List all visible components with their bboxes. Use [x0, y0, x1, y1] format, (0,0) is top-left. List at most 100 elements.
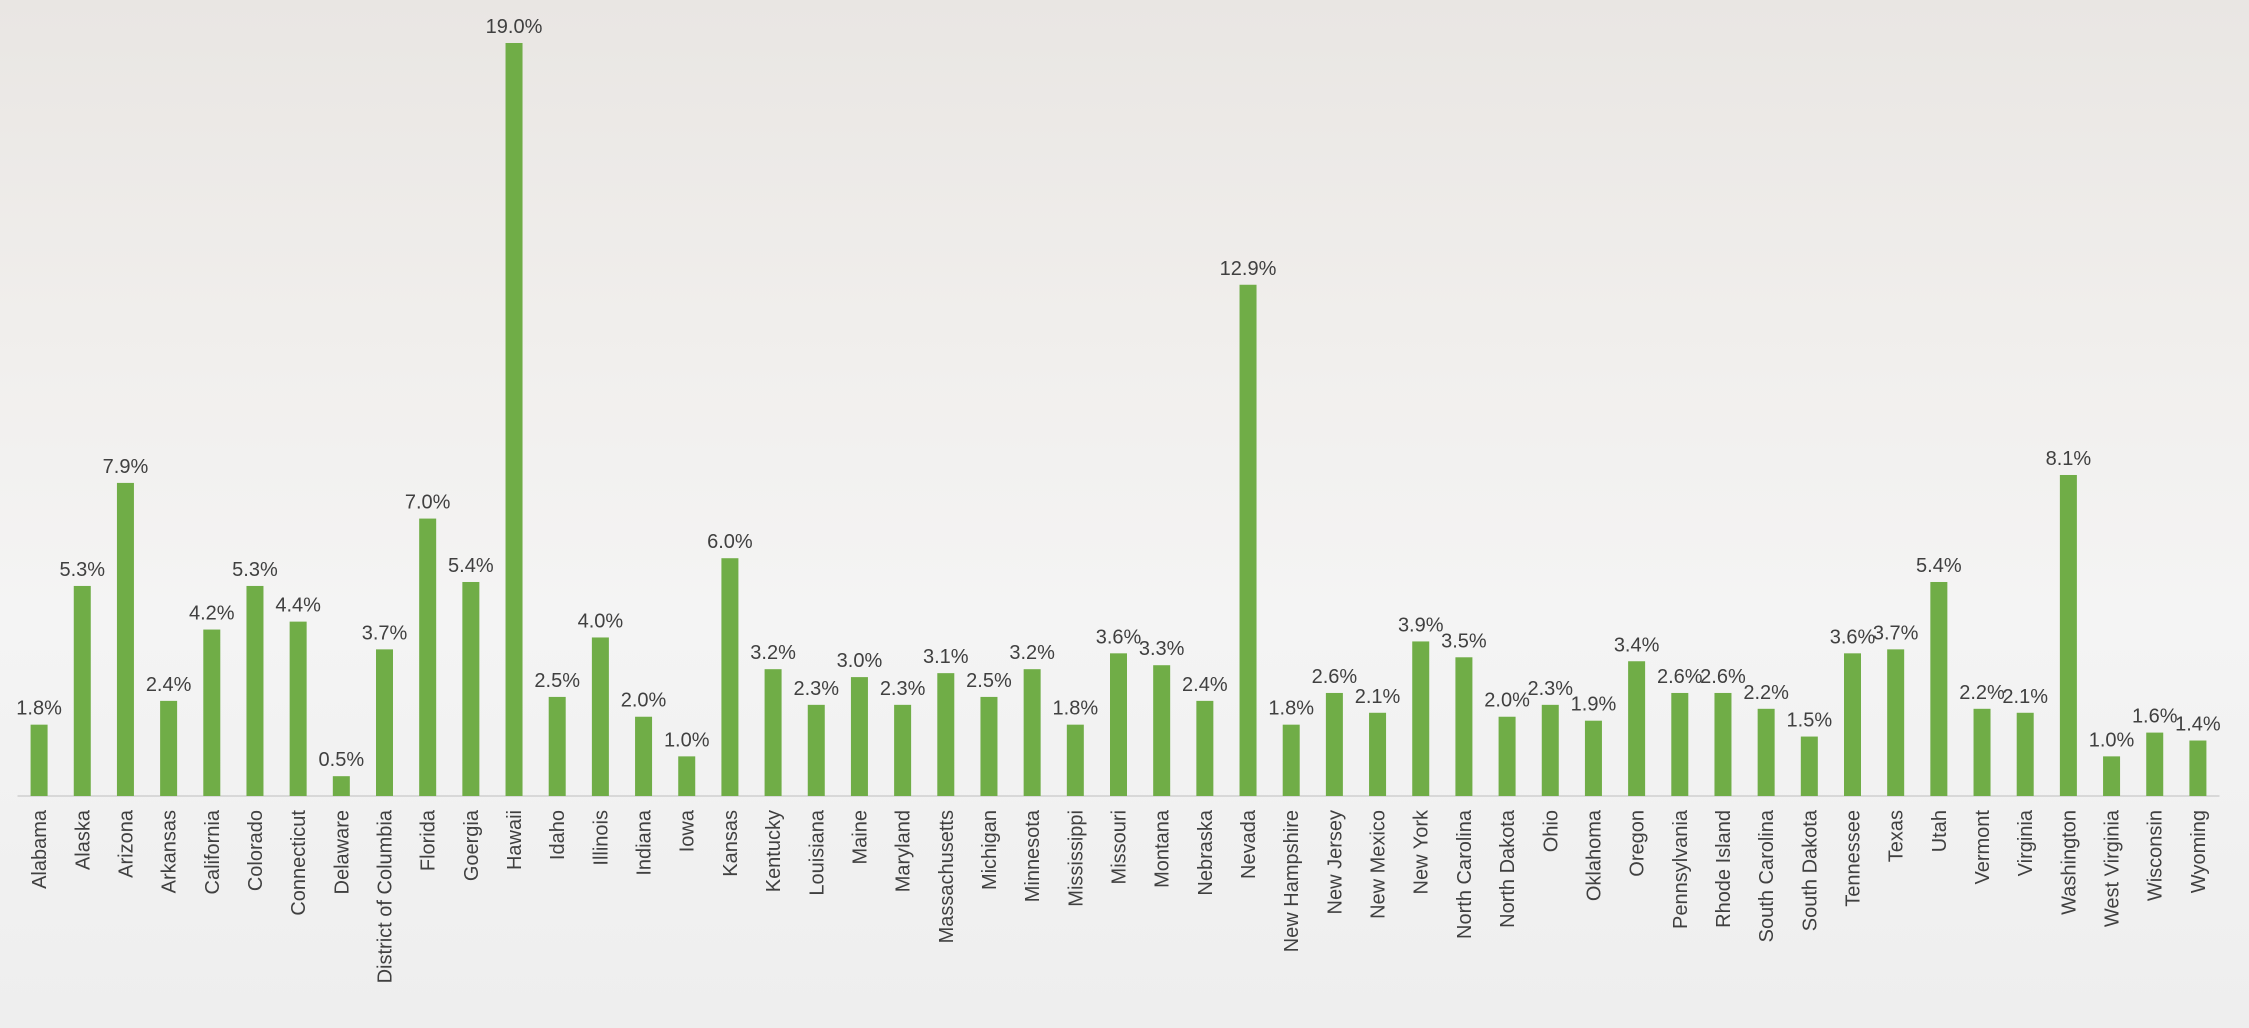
- value-label: 2.5%: [534, 670, 580, 692]
- x-tick-label: Louisiana: [806, 809, 828, 896]
- x-tick-label: Washington: [2058, 810, 2080, 915]
- value-label: 3.6%: [1830, 626, 1876, 648]
- value-label: 3.7%: [362, 622, 408, 644]
- bar: [1671, 692, 1689, 796]
- bar: [678, 756, 696, 796]
- value-label: 3.6%: [1096, 626, 1142, 648]
- value-label: 4.4%: [275, 595, 321, 617]
- value-label: 5.3%: [59, 559, 105, 581]
- x-tick-label: New Hampshire: [1281, 810, 1303, 952]
- bar: [2146, 732, 2164, 796]
- bar: [980, 696, 998, 796]
- bar: [505, 43, 523, 796]
- bar: [721, 558, 739, 796]
- x-tick-label: North Dakota: [1497, 809, 1519, 928]
- value-label: 2.3%: [1527, 678, 1573, 700]
- value-label: 1.6%: [2132, 706, 2178, 728]
- bar: [1541, 704, 1559, 796]
- value-label: 2.6%: [1312, 666, 1358, 688]
- x-tick-label: Pennsylvania: [1670, 809, 1692, 929]
- x-tick-label: Ohio: [1540, 810, 1562, 852]
- value-label: 2.4%: [146, 674, 192, 696]
- bar: [419, 518, 437, 796]
- x-tick-label: North Carolina: [1454, 809, 1476, 939]
- value-label: 1.8%: [16, 698, 62, 720]
- value-label: 8.1%: [2046, 448, 2092, 470]
- x-tick-label: Connecticut: [288, 810, 310, 916]
- bar: [1325, 692, 1343, 796]
- value-label: 4.2%: [189, 603, 235, 625]
- x-tick-label: California: [202, 809, 224, 894]
- value-label: 2.4%: [1182, 674, 1228, 696]
- x-tick-label: Missouri: [1109, 810, 1131, 884]
- bar: [73, 585, 91, 796]
- bar: [1498, 716, 1516, 796]
- value-label: 5.4%: [1916, 555, 1962, 577]
- value-label: 2.3%: [793, 678, 839, 700]
- value-label: 2.5%: [966, 670, 1012, 692]
- value-label: 2.6%: [1657, 666, 1703, 688]
- x-tick-label: Nebraska: [1195, 809, 1217, 895]
- x-tick-label: Wisconsin: [2145, 810, 2167, 901]
- bar: [1412, 641, 1430, 796]
- bar: [1110, 653, 1127, 796]
- x-tick-label: Mississippi: [1065, 810, 1087, 907]
- bar: [1023, 669, 1041, 796]
- x-tick-label: Alabama: [29, 809, 51, 889]
- bar: [1369, 712, 1387, 796]
- x-tick-label: Texas: [1886, 810, 1908, 862]
- bar: [764, 669, 782, 796]
- value-label: 3.9%: [1398, 614, 1444, 636]
- value-label: 1.8%: [1268, 698, 1314, 720]
- x-tick-label: Indiana: [634, 809, 656, 875]
- bar: [1628, 661, 1646, 796]
- x-tick-label: New Jersey: [1324, 810, 1346, 914]
- x-tick-label: Minnesota: [1022, 809, 1044, 902]
- bar: [1196, 700, 1214, 796]
- x-tick-label: Virginia: [2015, 809, 2037, 876]
- value-label: 3.1%: [923, 646, 969, 668]
- x-tick-label: Massachusetts: [936, 810, 958, 943]
- value-label: 2.0%: [1484, 690, 1530, 712]
- x-tick-label: South Carolina: [1756, 809, 1778, 942]
- bar: [160, 700, 178, 796]
- bar: [289, 621, 307, 796]
- value-label: 1.0%: [2089, 729, 2135, 751]
- bar: [1930, 581, 1948, 796]
- value-label: 5.4%: [448, 555, 494, 577]
- x-tick-label: New Mexico: [1368, 810, 1390, 919]
- value-label: 7.0%: [405, 492, 451, 514]
- value-label: 3.2%: [1009, 642, 1055, 664]
- bar: [1455, 657, 1473, 796]
- bar: [1153, 665, 1171, 796]
- x-tick-label: Alaska: [72, 809, 94, 870]
- x-tick-label: Delaware: [331, 810, 353, 894]
- value-label: 5.3%: [232, 559, 278, 581]
- bar: [2059, 474, 2077, 796]
- x-tick-label: Kansas: [720, 810, 742, 877]
- value-label: 1.5%: [1787, 710, 1833, 732]
- value-label: 2.3%: [880, 678, 926, 700]
- bar: [2016, 712, 2034, 796]
- value-label: 2.0%: [621, 690, 667, 712]
- x-tick-label: Goergia: [461, 809, 483, 881]
- value-label: 2.6%: [1700, 666, 1746, 688]
- value-label: 3.7%: [1873, 622, 1919, 644]
- value-label: 1.0%: [664, 729, 710, 751]
- bar: [332, 776, 350, 796]
- x-tick-label: Vermont: [1972, 810, 1994, 885]
- x-tick-label: District of Columbia: [375, 809, 397, 983]
- bar: [376, 649, 393, 796]
- x-tick-label: Illinois: [590, 810, 612, 866]
- value-label: 19.0%: [486, 16, 543, 38]
- bar: [850, 677, 868, 796]
- bar: [635, 716, 653, 796]
- x-tick-label: South Dakota: [1799, 809, 1821, 931]
- bar: [2189, 740, 2207, 796]
- bar: [1066, 724, 1084, 796]
- value-label: 3.3%: [1139, 638, 1185, 660]
- x-tick-label: Oklahoma: [1583, 809, 1605, 901]
- value-label: 3.4%: [1614, 634, 1660, 656]
